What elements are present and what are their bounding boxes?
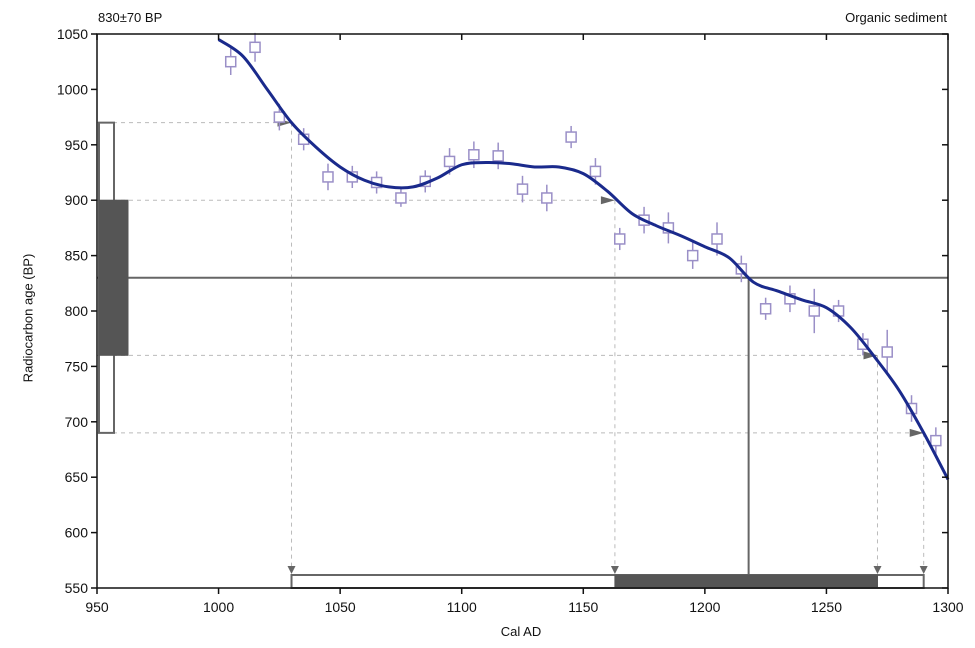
- range-marker-arrow: [919, 566, 928, 574]
- chart-title-right: Organic sediment: [845, 10, 947, 25]
- range-marker-arrow: [287, 566, 296, 574]
- data-point: [614, 233, 626, 245]
- data-point: [492, 150, 504, 162]
- data-point: [686, 249, 699, 262]
- x-tick-label: 1200: [689, 599, 720, 615]
- sigma1-cal-range-bar: [614, 574, 878, 589]
- plot-frame: [96, 33, 949, 589]
- y-tick-label: 700: [65, 414, 89, 430]
- x-tick-label: 1000: [203, 599, 234, 615]
- data-point: [759, 303, 772, 315]
- data-point: [322, 171, 334, 183]
- data-point: [589, 165, 602, 178]
- x-tick-label: 950: [85, 599, 109, 615]
- y-tick-label: 550: [65, 580, 89, 596]
- x-tick-label: 1050: [325, 599, 356, 615]
- range-marker-arrow: [873, 566, 882, 574]
- data-point: [273, 111, 286, 123]
- y-tick-label: 850: [65, 248, 89, 264]
- data-point: [808, 305, 821, 317]
- y-tick-label: 650: [65, 469, 89, 485]
- data-point: [565, 131, 577, 143]
- x-tick-label: 1250: [811, 599, 842, 615]
- y-tick-label: 750: [65, 358, 89, 374]
- data-point: [516, 183, 529, 195]
- y-tick-label: 900: [65, 192, 89, 208]
- data-point: [224, 55, 237, 68]
- curve-marker-arrow: [863, 351, 878, 360]
- range-marker-arrow: [610, 566, 619, 574]
- calibration-curve: [217, 38, 950, 481]
- data-point: [249, 41, 261, 54]
- data-point: [395, 192, 407, 204]
- x-tick-label: 1300: [932, 599, 963, 615]
- data-point: [541, 192, 553, 204]
- y-tick-label: 600: [65, 525, 89, 541]
- x-tick-label: 1150: [568, 599, 598, 615]
- data-point: [881, 346, 893, 358]
- curve-marker-arrow: [909, 428, 924, 437]
- x-tick-label: 1100: [447, 599, 477, 615]
- y-tick-label: 950: [65, 137, 89, 153]
- data-point: [711, 233, 723, 245]
- y-tick-label: 1050: [57, 26, 88, 42]
- x-axis-label: Cal AD: [500, 624, 542, 639]
- data-point: [468, 149, 480, 161]
- sigma1-age-range-bar: [98, 199, 129, 356]
- data-point: [930, 434, 942, 447]
- data-point: [443, 155, 456, 168]
- curve-marker-arrow: [600, 196, 615, 205]
- y-tick-label: 800: [65, 303, 89, 319]
- y-tick-label: 1000: [57, 81, 88, 97]
- chart-title-left: 830±70 BP: [98, 10, 163, 25]
